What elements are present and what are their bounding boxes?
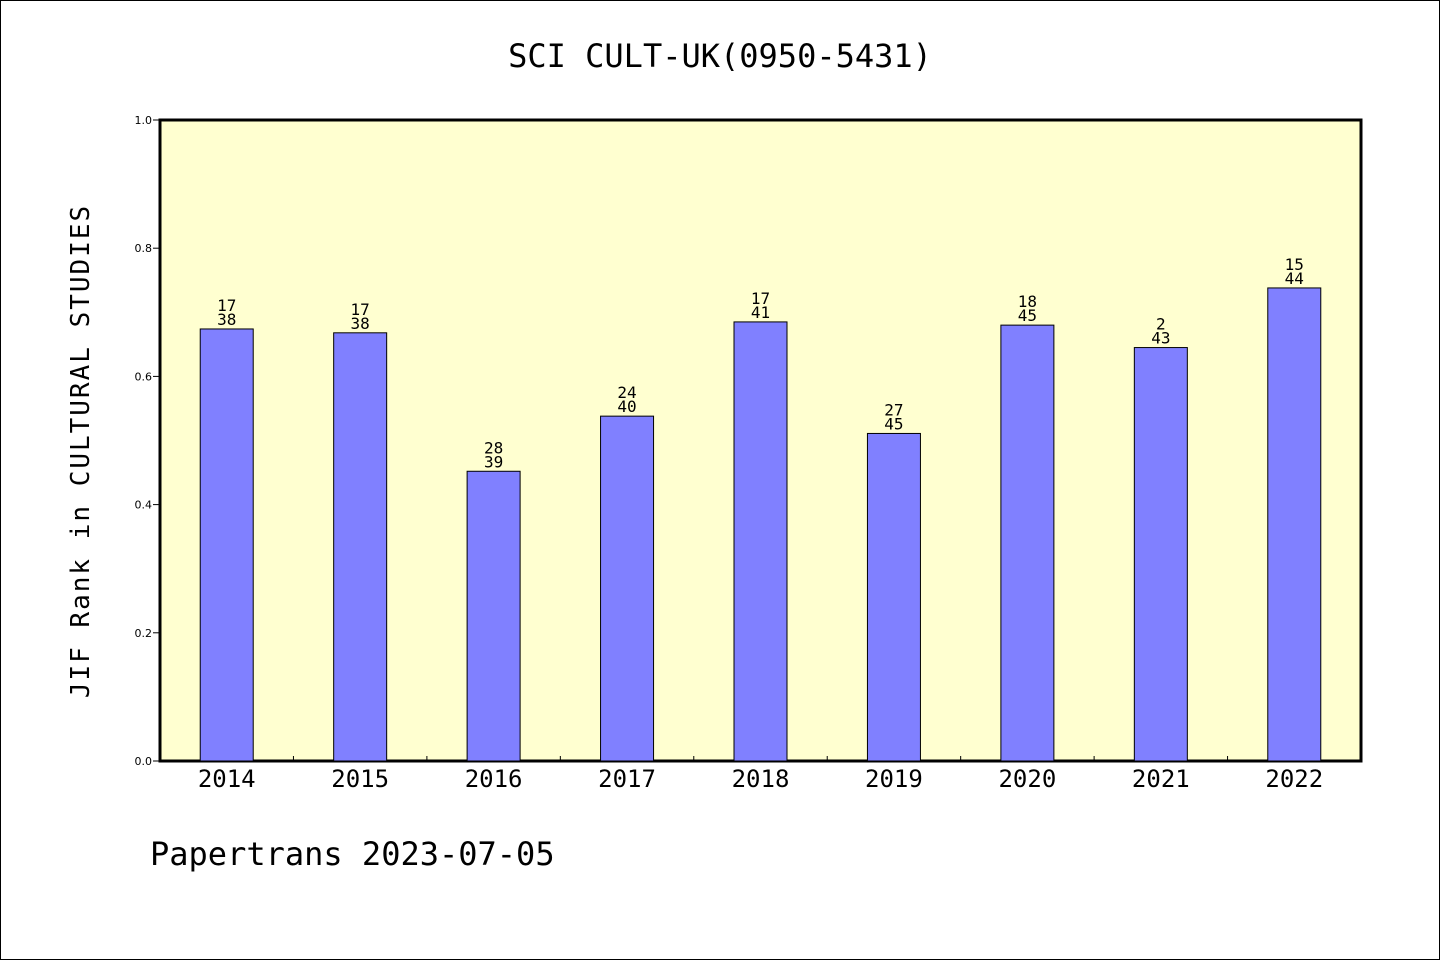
data-label-total: 45 xyxy=(884,414,903,433)
data-label-total: 41 xyxy=(751,303,770,322)
footer-text: Papertrans 2023-07-05 xyxy=(150,835,555,873)
y-tick-label: 0.4 xyxy=(135,499,153,512)
data-label-rank: 15 xyxy=(1285,255,1304,274)
x-tick-label: 2019 xyxy=(865,765,923,793)
data-label-total: 45 xyxy=(1018,306,1037,325)
x-axis-ticks: 2014 2015 2016 2017 2018 2019 2020 2021 2022 xyxy=(198,756,1323,793)
data-label-total: 40 xyxy=(617,397,636,416)
x-tick-label: 2022 xyxy=(1265,765,1323,793)
data-label-total: 39 xyxy=(484,452,503,471)
y-tick-label: 1.0 xyxy=(135,114,153,127)
bar-2021 xyxy=(1133,347,1188,762)
x-tick-label: 2014 xyxy=(198,765,256,793)
bar-2020 xyxy=(1000,324,1055,762)
data-label-rank: 24 xyxy=(617,383,636,402)
chart-title: SCI CULT-UK(0950-5431) xyxy=(508,37,932,75)
x-tick-label: 2016 xyxy=(465,765,523,793)
bar-2018 xyxy=(733,321,788,762)
x-tick-label: 2015 xyxy=(331,765,389,793)
y-tick-label: 0.2 xyxy=(135,627,153,640)
y-tick-label: 0.6 xyxy=(135,370,153,383)
y-tick-label: 0.0 xyxy=(135,755,153,768)
bar-2014 xyxy=(199,328,254,762)
data-label-rank: 2 xyxy=(1156,315,1166,334)
data-label-total: 44 xyxy=(1285,269,1304,288)
bar-2016 xyxy=(466,470,521,762)
bar-2019 xyxy=(866,432,921,762)
bar-2017 xyxy=(600,415,655,762)
x-tick-label: 2020 xyxy=(998,765,1056,793)
data-label-rank: 17 xyxy=(217,296,236,315)
x-tick-label: 2018 xyxy=(732,765,790,793)
y-axis-label: JIF Rank in CULTURAL STUDIES xyxy=(66,204,96,698)
data-label-total: 38 xyxy=(217,310,236,329)
data-label-rank: 27 xyxy=(884,400,903,419)
bars xyxy=(199,287,1322,762)
data-label-rank: 28 xyxy=(484,438,503,457)
data-label-rank: 17 xyxy=(751,289,770,308)
y-tick-label: 0.8 xyxy=(135,242,153,255)
data-label-total: 43 xyxy=(1151,329,1170,348)
x-tick-label: 2021 xyxy=(1132,765,1190,793)
data-label-total: 38 xyxy=(351,314,370,333)
x-tick-label: 2017 xyxy=(598,765,656,793)
data-label-rank: 18 xyxy=(1018,292,1037,311)
bar-2022 xyxy=(1267,287,1322,762)
bar-2015 xyxy=(333,332,388,762)
data-label-rank: 17 xyxy=(351,300,370,319)
y-axis-ticks: 0.0 0.2 0.4 0.6 0.8 1.0 xyxy=(135,114,160,768)
